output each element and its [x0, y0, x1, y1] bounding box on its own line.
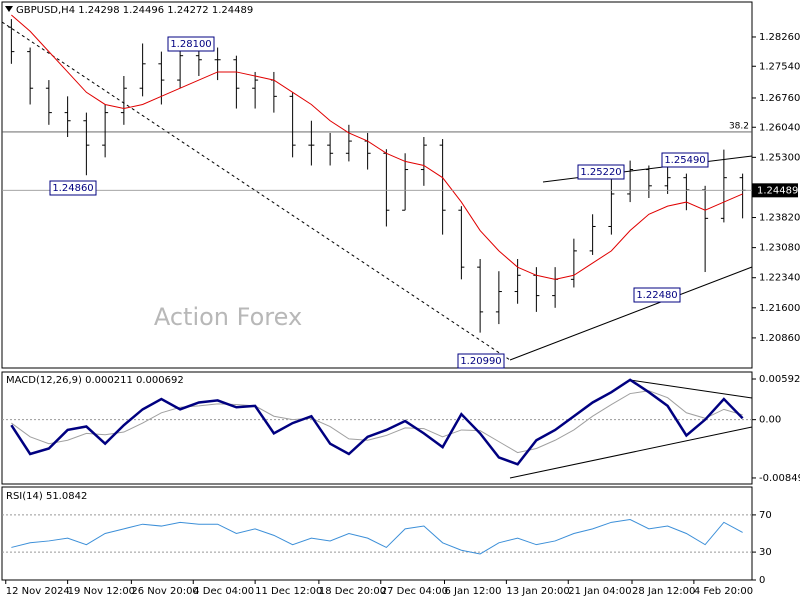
macd-panel [1, 371, 753, 485]
y-tick-label: 70 [759, 510, 772, 521]
trend-line [629, 379, 753, 399]
x-tick-label: 11 Dec 12:00 [255, 586, 322, 597]
signal-line [11, 390, 743, 454]
annotation-label: 1.25220 [580, 167, 621, 178]
annotation-label: 1.28100 [170, 39, 211, 50]
last-price-box [752, 183, 798, 198]
x-tick-label: 4 Feb 20:00 [694, 586, 753, 597]
annotation-label: 1.25490 [664, 155, 705, 166]
y-tick-label: 1.25300 [759, 152, 800, 163]
y-tick-label: 0 [759, 575, 765, 586]
rsi-line [11, 519, 743, 555]
menu-arrow [5, 6, 13, 12]
annotation-label: 1.20990 [460, 356, 501, 367]
annotation-label: 1.22480 [636, 290, 677, 301]
y-tick-label: 1.28260 [759, 32, 800, 43]
x-tick-label: 12 Nov 2024 [6, 586, 70, 597]
annotation-box [457, 353, 505, 369]
annotation-box [577, 164, 625, 180]
price-title: GBPUSD,H4 1.24298 1.24496 1.24272 1.2448… [16, 5, 253, 16]
moving-average [11, 14, 743, 280]
y-tick-label: 30 [759, 547, 772, 558]
x-tick-label: 27 Dec 04:00 [381, 586, 448, 597]
x-tick-label: 21 Jan 04:00 [568, 586, 631, 597]
y-tick-label: 1.23820 [759, 213, 800, 224]
y-tick-label: 1.20860 [759, 333, 800, 344]
y-tick-label: 1.22340 [759, 273, 800, 284]
last-price-label: 1.24489 [757, 185, 798, 196]
annotation-box [49, 180, 97, 196]
macd-title: MACD(12,26,9) 0.000211 0.000692 [6, 375, 184, 386]
x-tick-label: 28 Jan 12:00 [632, 586, 695, 597]
fib-label: 38.2 [729, 121, 749, 131]
x-tick-label: 6 Jan 12:00 [445, 586, 502, 597]
rsi-title: RSI(14) 51.0842 [6, 491, 87, 502]
annotation-box [167, 36, 215, 52]
x-tick-label: 19 Nov 12:00 [68, 586, 135, 597]
trend-line [509, 266, 753, 361]
x-tick-label: 13 Jan 20:00 [506, 586, 569, 597]
y-tick-label: 0.00 [759, 415, 781, 426]
annotation-label: 1.24860 [52, 183, 93, 194]
y-tick-label: 1.27540 [759, 61, 800, 72]
rsi-panel [1, 486, 753, 581]
x-tick-label: 18 Dec 20:00 [319, 586, 386, 597]
y-tick-label: -0.00849 [759, 473, 800, 484]
trend-line [509, 426, 753, 479]
x-tick-label: 4 Dec 04:00 [193, 586, 254, 597]
y-tick-label: 1.23080 [759, 243, 800, 254]
x-tick-label: 26 Nov 20:00 [131, 586, 198, 597]
annotation-box [633, 287, 681, 303]
y-tick-label: 1.26040 [759, 122, 800, 133]
watermark: Action Forex [154, 303, 302, 331]
macd-line [10, 378, 744, 466]
y-tick-label: 1.26760 [759, 93, 800, 104]
annotation-box [661, 152, 709, 168]
y-tick-label: 1.21600 [759, 303, 800, 314]
y-tick-label: 0.005921 [759, 374, 800, 385]
